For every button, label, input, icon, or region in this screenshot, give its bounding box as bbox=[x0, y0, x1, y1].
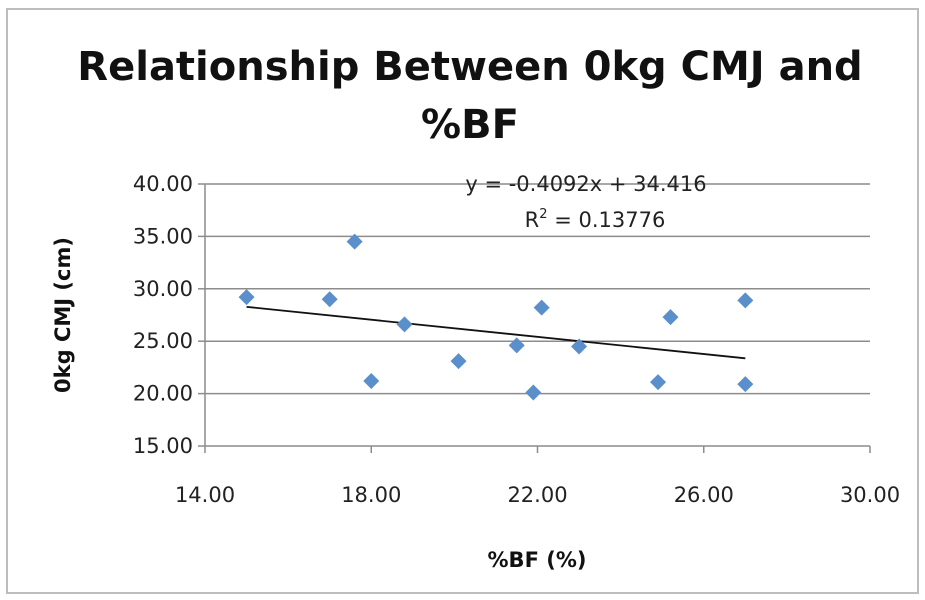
data-point bbox=[737, 292, 754, 309]
data-point bbox=[533, 299, 550, 316]
r-squared-label: R2 = 0.13776 bbox=[525, 207, 666, 232]
data-point bbox=[737, 376, 754, 393]
tick-labels: 15.00 20.00 25.00 30.00 35.00 40.00 14.00 18.00… bbox=[133, 172, 900, 507]
y-tick-label: 20.00 bbox=[133, 382, 193, 406]
data-point bbox=[396, 316, 413, 333]
y-tick-label: 35.00 bbox=[133, 224, 193, 248]
trendline-equation: y = -0.4092x + 34.416 bbox=[465, 172, 706, 196]
data-point bbox=[508, 337, 525, 354]
data-point bbox=[363, 373, 380, 390]
r-squared-prefix: R bbox=[525, 208, 540, 232]
r-squared-value: = 0.13776 bbox=[548, 208, 666, 232]
x-tick-label: 30.00 bbox=[840, 483, 900, 507]
y-tick-label: 30.00 bbox=[133, 277, 193, 301]
data-point bbox=[571, 338, 588, 355]
x-tick-label: 18.00 bbox=[341, 483, 401, 507]
x-axis-title: %BF (%) bbox=[488, 548, 587, 572]
data-point bbox=[450, 353, 467, 370]
data-point bbox=[525, 384, 542, 401]
data-point bbox=[346, 233, 363, 250]
r-squared-superscript: 2 bbox=[539, 207, 547, 222]
y-axis-title: 0kg CMJ (cm) bbox=[51, 237, 75, 393]
axes bbox=[198, 183, 871, 453]
chart-title-line-2: %BF bbox=[421, 102, 519, 148]
trendline-group bbox=[246, 305, 746, 360]
data-point bbox=[238, 289, 255, 306]
y-tick-label: 40.00 bbox=[133, 172, 193, 196]
trendline bbox=[246, 305, 746, 360]
data-points bbox=[238, 233, 754, 401]
data-point bbox=[650, 374, 667, 391]
x-tick-label: 22.00 bbox=[507, 483, 567, 507]
data-point bbox=[321, 291, 338, 308]
data-point bbox=[662, 309, 679, 326]
chart-title-line-1: Relationship Between 0kg CMJ and bbox=[77, 44, 862, 90]
x-tick-label: 14.00 bbox=[175, 483, 235, 507]
gridlines bbox=[205, 183, 870, 395]
chart-frame bbox=[6, 8, 919, 594]
x-tick-label: 26.00 bbox=[674, 483, 734, 507]
y-tick-label: 25.00 bbox=[133, 329, 193, 353]
y-tick-label: 15.00 bbox=[133, 434, 193, 458]
